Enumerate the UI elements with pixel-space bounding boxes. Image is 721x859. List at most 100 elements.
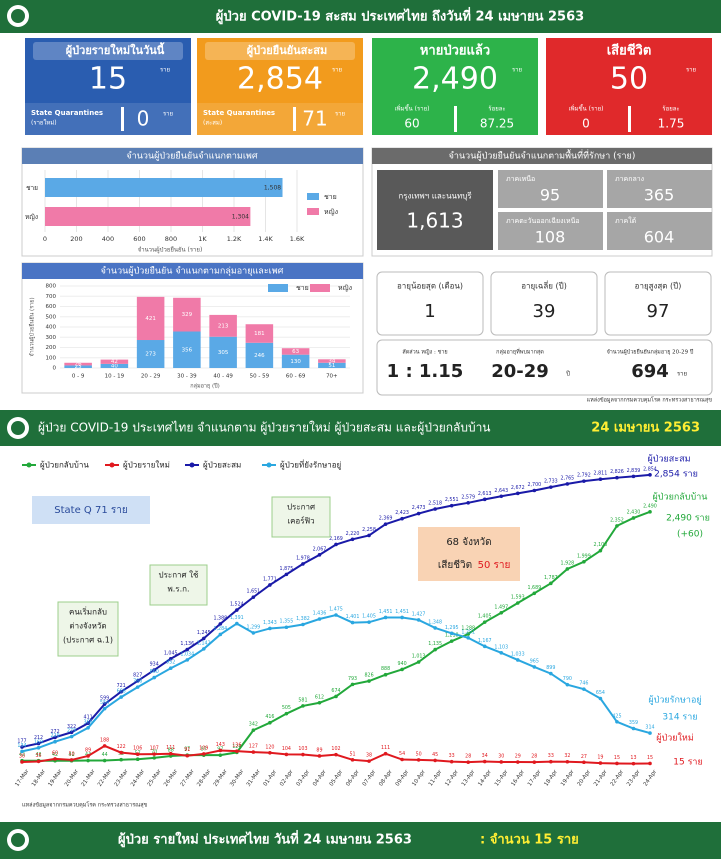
callout bbox=[271, 496, 331, 538]
legend-marker bbox=[26, 462, 32, 468]
point bbox=[648, 473, 652, 477]
card-label: ผู้ป่วยรายใหม่ในวันนี้ bbox=[66, 42, 165, 58]
region-tile bbox=[498, 170, 603, 208]
callout bbox=[149, 564, 208, 606]
point bbox=[86, 725, 90, 730]
data-label: 356 bbox=[182, 347, 193, 353]
point bbox=[135, 752, 140, 757]
point bbox=[515, 658, 520, 662]
data-label: 30 bbox=[498, 753, 504, 759]
data-label: 1,288 bbox=[461, 626, 475, 632]
data-label: 2,579 bbox=[461, 494, 475, 500]
point bbox=[86, 754, 90, 758]
point bbox=[119, 757, 123, 762]
data-label: 111 bbox=[166, 745, 175, 751]
point bbox=[549, 759, 553, 764]
data-label: 42 bbox=[52, 752, 58, 758]
point bbox=[400, 516, 404, 521]
data-label: 1,689 bbox=[527, 585, 541, 591]
ratio-value: 20-29 bbox=[491, 361, 549, 382]
data-label: 2,765 bbox=[561, 475, 575, 481]
data-label: 1,451 bbox=[395, 609, 409, 615]
y-tick-label: 800 bbox=[46, 284, 57, 290]
point bbox=[350, 682, 355, 687]
bar-segment bbox=[245, 324, 274, 343]
point bbox=[466, 632, 471, 636]
data-label: 1,167 bbox=[478, 638, 492, 644]
stat-label: เพิ่มขึ้น (ราย) bbox=[569, 103, 604, 113]
data-label: 581 bbox=[298, 697, 307, 703]
point bbox=[102, 706, 107, 711]
region-tile bbox=[607, 212, 712, 250]
data-label: 599 bbox=[100, 696, 109, 702]
stat-value: 97 bbox=[647, 301, 670, 322]
sub-unit: ราย bbox=[163, 111, 173, 118]
end-label: ผู้ป่วยกลับบ้าน bbox=[653, 492, 708, 503]
point bbox=[383, 522, 388, 526]
data-label: 1,401 bbox=[346, 614, 360, 620]
data-label: 1,103 bbox=[494, 644, 508, 650]
callout-text: (ประกาศ ฉ.1) bbox=[63, 636, 113, 645]
data-label: 899 bbox=[546, 665, 555, 671]
annotation: 50 ราย bbox=[478, 560, 511, 571]
data-label: 1,295 bbox=[445, 625, 459, 631]
bar bbox=[45, 207, 251, 226]
point bbox=[532, 591, 537, 596]
end-label: ผู้ป่วยรักษาอยู่ bbox=[648, 695, 701, 706]
data-label: 89 bbox=[316, 747, 322, 753]
point bbox=[582, 479, 586, 483]
point bbox=[466, 760, 471, 764]
data-label: 279 bbox=[67, 728, 76, 734]
card-label-box bbox=[205, 42, 355, 60]
callout-text: พ.ร.ก. bbox=[167, 585, 189, 594]
data-label: 127 bbox=[249, 744, 258, 750]
point bbox=[168, 751, 173, 756]
point bbox=[532, 665, 537, 669]
point bbox=[201, 636, 206, 641]
point bbox=[532, 760, 537, 764]
data-label: 103 bbox=[298, 746, 307, 752]
legend-swatch bbox=[307, 208, 319, 215]
data-label: 826 bbox=[364, 673, 373, 679]
banner-text: ผู้ป่วย รายใหม่ ประเทศไทย วันที่ 24 เมษา… bbox=[118, 830, 412, 848]
region-tile bbox=[498, 212, 603, 250]
point bbox=[334, 613, 338, 617]
stat-value: 1.75 bbox=[658, 117, 685, 131]
data-label: 134 bbox=[17, 743, 26, 749]
data-label: 28 bbox=[465, 754, 471, 760]
data-label: 1,142 bbox=[197, 640, 211, 646]
point bbox=[251, 728, 256, 733]
point bbox=[565, 682, 570, 687]
divider bbox=[121, 107, 124, 131]
axis-title: จำนวนผู้ป่วยยืนยัน (ราย) bbox=[138, 246, 203, 254]
point bbox=[648, 510, 652, 514]
data-label: 124 bbox=[232, 744, 241, 750]
data-label: 213 bbox=[218, 323, 229, 329]
point bbox=[152, 756, 157, 760]
bar-segment bbox=[64, 365, 92, 368]
point bbox=[69, 730, 74, 735]
point bbox=[284, 711, 289, 716]
divider bbox=[293, 107, 296, 131]
point bbox=[168, 656, 173, 661]
data-label: 1,284 bbox=[213, 626, 227, 632]
data-label: 342 bbox=[249, 722, 258, 728]
point bbox=[20, 745, 24, 749]
annotation-box bbox=[418, 527, 520, 581]
data-label: 2,672 bbox=[511, 485, 525, 491]
data-label: 411 bbox=[84, 715, 93, 721]
point bbox=[631, 761, 636, 766]
data-label: 120 bbox=[265, 744, 274, 750]
callout-text: ต่างจังหวัด bbox=[69, 622, 106, 631]
point bbox=[251, 595, 256, 599]
panel bbox=[21, 147, 364, 257]
point bbox=[284, 752, 289, 757]
data-label: 27 bbox=[581, 754, 587, 760]
x-tick-label: 40 - 49 bbox=[213, 374, 233, 380]
end-label: 2,854 ราย bbox=[654, 470, 698, 480]
data-label: 2,108 bbox=[594, 542, 608, 548]
point bbox=[218, 753, 223, 757]
data-label: 97 bbox=[201, 747, 207, 753]
data-label: 1,388 bbox=[213, 615, 227, 621]
point bbox=[416, 618, 421, 622]
